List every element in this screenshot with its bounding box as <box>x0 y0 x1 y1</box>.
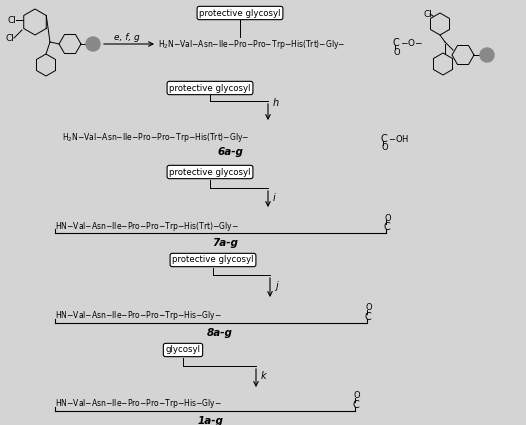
Text: $\mathsf{C}$: $\mathsf{C}$ <box>383 220 391 232</box>
Text: protective glycosyl: protective glycosyl <box>172 255 254 264</box>
Text: HN$-$Val$-$Asn$-$Ile$-$Pro$-$Pro$-$Trp$-$His$-$Gly$-$: HN$-$Val$-$Asn$-$Ile$-$Pro$-$Pro$-$Trp$-… <box>55 309 222 323</box>
Text: $\mathsf{C}$: $\mathsf{C}$ <box>364 310 372 322</box>
Text: HN$-$Val$-$Asn$-$Ile$-$Pro$-$Pro$-$Trp$-$His$-$Gly$-$: HN$-$Val$-$Asn$-$Ile$-$Pro$-$Pro$-$Trp$-… <box>55 397 222 411</box>
Text: 6a-g: 6a-g <box>217 147 243 157</box>
Text: e, f, g: e, f, g <box>114 32 140 42</box>
Text: $\mathsf{O}$: $\mathsf{O}$ <box>384 212 392 223</box>
Text: protective glycosyl: protective glycosyl <box>169 167 251 176</box>
Text: glycosyl: glycosyl <box>166 346 200 354</box>
Text: protective glycosyl: protective glycosyl <box>199 8 281 17</box>
Text: $\mathsf{C}$: $\mathsf{C}$ <box>392 36 400 48</box>
Text: $\mathsf{O}$: $\mathsf{O}$ <box>365 301 373 312</box>
Text: 7a-g: 7a-g <box>212 238 238 248</box>
Text: k: k <box>261 371 267 381</box>
Text: $\mathsf{C}$: $\mathsf{C}$ <box>380 132 388 144</box>
Text: $-$OH: $-$OH <box>388 133 409 144</box>
Text: j: j <box>275 281 278 291</box>
Text: $\mathsf{O}$: $\mathsf{O}$ <box>393 45 401 57</box>
Text: h: h <box>273 98 279 108</box>
Text: H$_2$N$-$Val$-$Asn$-$Ile$-$Pro$-$Pro$-$Trp$-$His(Trt)$-$Gly$-$: H$_2$N$-$Val$-$Asn$-$Ile$-$Pro$-$Pro$-$T… <box>62 131 249 144</box>
Text: $\mathsf{O}$: $\mathsf{O}$ <box>381 142 389 153</box>
Text: $-$O$-$: $-$O$-$ <box>400 37 423 48</box>
Text: 1a-g: 1a-g <box>197 416 223 425</box>
Text: H$_2$N$-$Val$-$Asn$-$Ile$-$Pro$-$Pro$-$Trp$-$His(Trt)$-$Gly$-$: H$_2$N$-$Val$-$Asn$-$Ile$-$Pro$-$Pro$-$T… <box>158 37 346 51</box>
Text: Cl: Cl <box>7 15 16 25</box>
Text: $\mathsf{O}$: $\mathsf{O}$ <box>353 389 361 400</box>
Circle shape <box>480 48 494 62</box>
Text: 8a-g: 8a-g <box>207 328 233 338</box>
Text: protective glycosyl: protective glycosyl <box>169 83 251 93</box>
Text: HN$-$Val$-$Asn$-$Ile$-$Pro$-$Pro$-$Trp$-$His(Trt)$-$Gly$-$: HN$-$Val$-$Asn$-$Ile$-$Pro$-$Pro$-$Trp$-… <box>55 219 239 232</box>
Text: Cl: Cl <box>423 9 432 19</box>
Text: i: i <box>273 193 276 203</box>
Text: Cl: Cl <box>5 34 14 43</box>
Circle shape <box>86 37 100 51</box>
Text: $\mathsf{C}$: $\mathsf{C}$ <box>352 398 360 410</box>
